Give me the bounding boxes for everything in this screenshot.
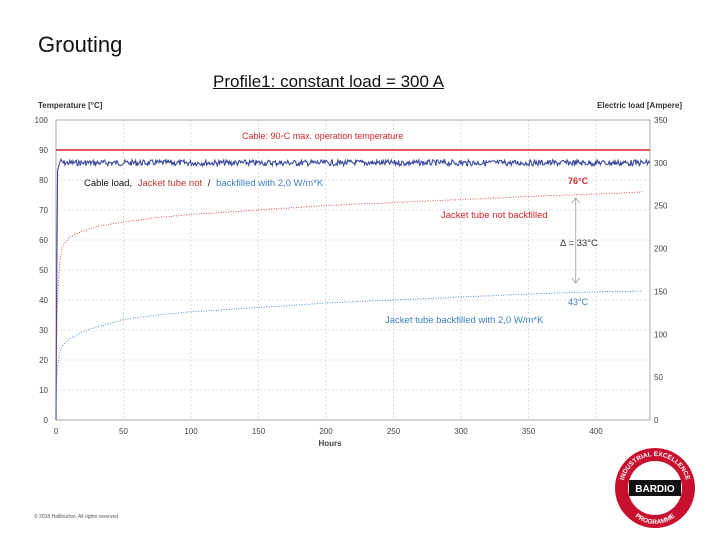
top-series-label: Jacket tube not backfilled xyxy=(441,210,548,221)
logo-plate xyxy=(629,480,681,496)
bottom-series-label: Jacket tube backfilled with 2,0 W/m*K xyxy=(385,315,544,326)
legend-text: Cable load, Jacket tube not / backfilled… xyxy=(84,178,324,189)
y-tick-label: 50 xyxy=(39,266,48,275)
x-tick-label: 0 xyxy=(54,427,59,436)
y2-axis-title: Electric load [Ampere] xyxy=(597,101,682,110)
jacket-tube-backfilled-with-2-0-w-m-k-line xyxy=(55,290,643,406)
annotations: Cable: 90◦C max. operation temperature C… xyxy=(84,131,598,326)
x-tick-label: 100 xyxy=(184,427,198,436)
delta-arrow-head-top xyxy=(571,197,581,204)
y2-tick-label: 0 xyxy=(654,416,659,425)
limit-label: Cable: 90◦C max. operation temperature xyxy=(242,131,403,141)
y-tick-label: 30 xyxy=(39,326,48,335)
y2-tick-label: 250 xyxy=(654,202,668,211)
x-tick-label: 300 xyxy=(454,427,468,436)
x-tick-label: 250 xyxy=(387,427,401,436)
legend-backfilled: backfilled with 2,0 W/m*K xyxy=(216,178,324,189)
legend-not-backfilled: Jacket tube not xyxy=(138,178,203,189)
jacket-tube-not-backfilled-line xyxy=(55,191,643,391)
bardio-logo: INDUSTRIAL EXCELLENCE PROGRAMME BARDIO xyxy=(615,448,695,528)
cable-load-line xyxy=(55,157,651,421)
y-tick-label: 40 xyxy=(39,296,48,305)
y2-tick-label: 50 xyxy=(654,373,663,382)
y2-tick-label: 300 xyxy=(654,159,668,168)
y2-tick-label: 100 xyxy=(654,330,668,339)
plot-frame xyxy=(55,119,651,421)
y-tick-label: 100 xyxy=(35,116,49,125)
series xyxy=(55,149,651,421)
x-tick-label: 400 xyxy=(589,427,603,436)
y-tick-label: 10 xyxy=(39,386,48,395)
y-tick-label: 70 xyxy=(39,206,48,215)
y2-tick-label: 200 xyxy=(654,245,668,254)
slide-title: Grouting xyxy=(38,32,123,57)
y2-tick-label: 350 xyxy=(654,116,668,125)
y-tick-label: 60 xyxy=(39,236,48,245)
y-tick-label: 90 xyxy=(39,146,48,155)
x-axis-title: Hours xyxy=(318,439,342,448)
delta-arrow-head-bottom xyxy=(571,277,581,284)
axes: Temperature [°C] Electric load [Ampere] … xyxy=(35,101,683,448)
x-tick-label: 50 xyxy=(119,427,128,436)
y-tick-label: 0 xyxy=(44,416,49,425)
legend-cable-load: Cable load, xyxy=(84,178,132,189)
x-tick-label: 150 xyxy=(252,427,266,436)
x-tick-label: 200 xyxy=(319,427,333,436)
y2-tick-label: 150 xyxy=(654,287,668,296)
grid-lines xyxy=(55,119,650,421)
delta-label: Δ = 33°C xyxy=(560,238,598,249)
y-tick-label: 80 xyxy=(39,176,48,185)
legend-separator: / xyxy=(208,178,211,189)
y-axis-title: Temperature [°C] xyxy=(38,101,103,110)
x-tick-label: 350 xyxy=(522,427,536,436)
chart-heading: Profile1: constant load = 300 A xyxy=(213,72,445,91)
top-value-label: 76°C xyxy=(568,176,589,186)
y-tick-label: 20 xyxy=(39,356,48,365)
copyright-footer: © 2018 Halliburton. All rights reserved xyxy=(34,514,119,520)
logo-name: BARDIO xyxy=(635,484,675,495)
bottom-value-label: 43°C xyxy=(568,297,589,307)
